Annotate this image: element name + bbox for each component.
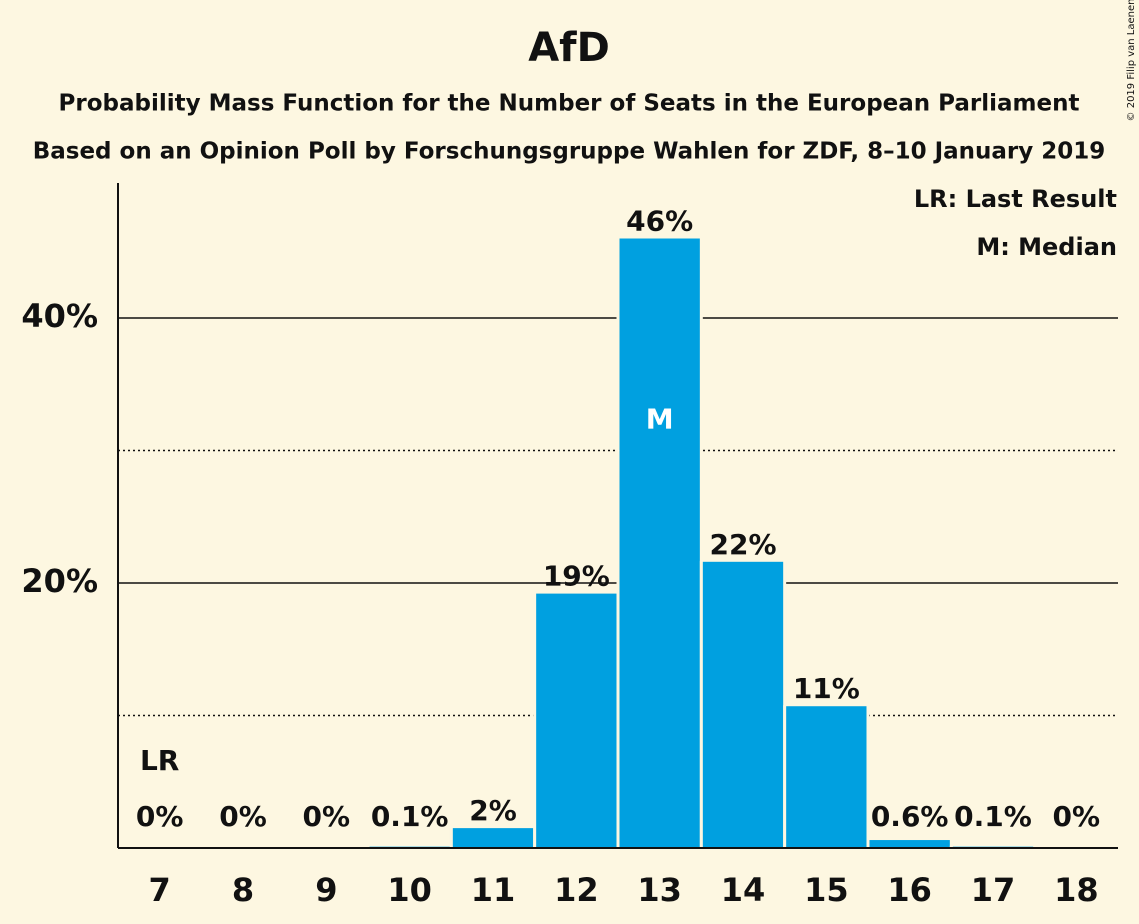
bar [869,840,950,848]
value-label: 0.1% [371,800,449,833]
x-tick-label: 12 [554,871,599,909]
annotation: LR [140,744,179,777]
legend-entry: LR: Last Result [914,185,1117,213]
value-label: 19% [543,560,610,593]
bar [452,828,534,848]
x-tick-label: 9 [315,871,337,909]
value-label: 0.1% [954,800,1032,833]
bar [619,238,700,848]
chart-title: AfD [528,25,610,71]
x-tick-label: 18 [1054,871,1099,909]
bar [702,561,784,848]
value-label: 0% [303,800,351,833]
x-tick-label: 14 [721,871,766,909]
value-label: 22% [709,528,776,561]
x-tick-label: 8 [232,871,254,909]
value-label: 11% [793,672,860,705]
x-tick-label: 15 [804,871,849,909]
x-tick-label: 16 [887,871,932,909]
value-label: 0% [136,800,184,833]
value-label: 0% [219,800,267,833]
annotation: M [646,402,674,435]
y-tick-label: 20% [21,562,98,600]
value-label: 46% [626,205,693,238]
legend-entry: M: Median [976,233,1117,261]
x-tick-label: 11 [471,871,516,909]
x-tick-label: 10 [387,871,432,909]
x-tick-label: 13 [637,871,682,909]
value-label: 2% [469,794,517,827]
bar [536,593,617,848]
value-label: 0% [1053,800,1101,833]
y-tick-label: 40% [21,297,98,335]
value-label: 0.6% [871,800,949,833]
chart-subtitle: Based on an Opinion Poll by Forschungsgr… [33,139,1106,165]
chart-subtitle: Probability Mass Function for the Number… [59,91,1080,117]
copyright: © 2019 Filip van Laenen [1126,0,1137,121]
x-tick-label: 17 [971,871,1016,909]
bar [786,706,867,848]
x-tick-label: 7 [149,871,171,909]
